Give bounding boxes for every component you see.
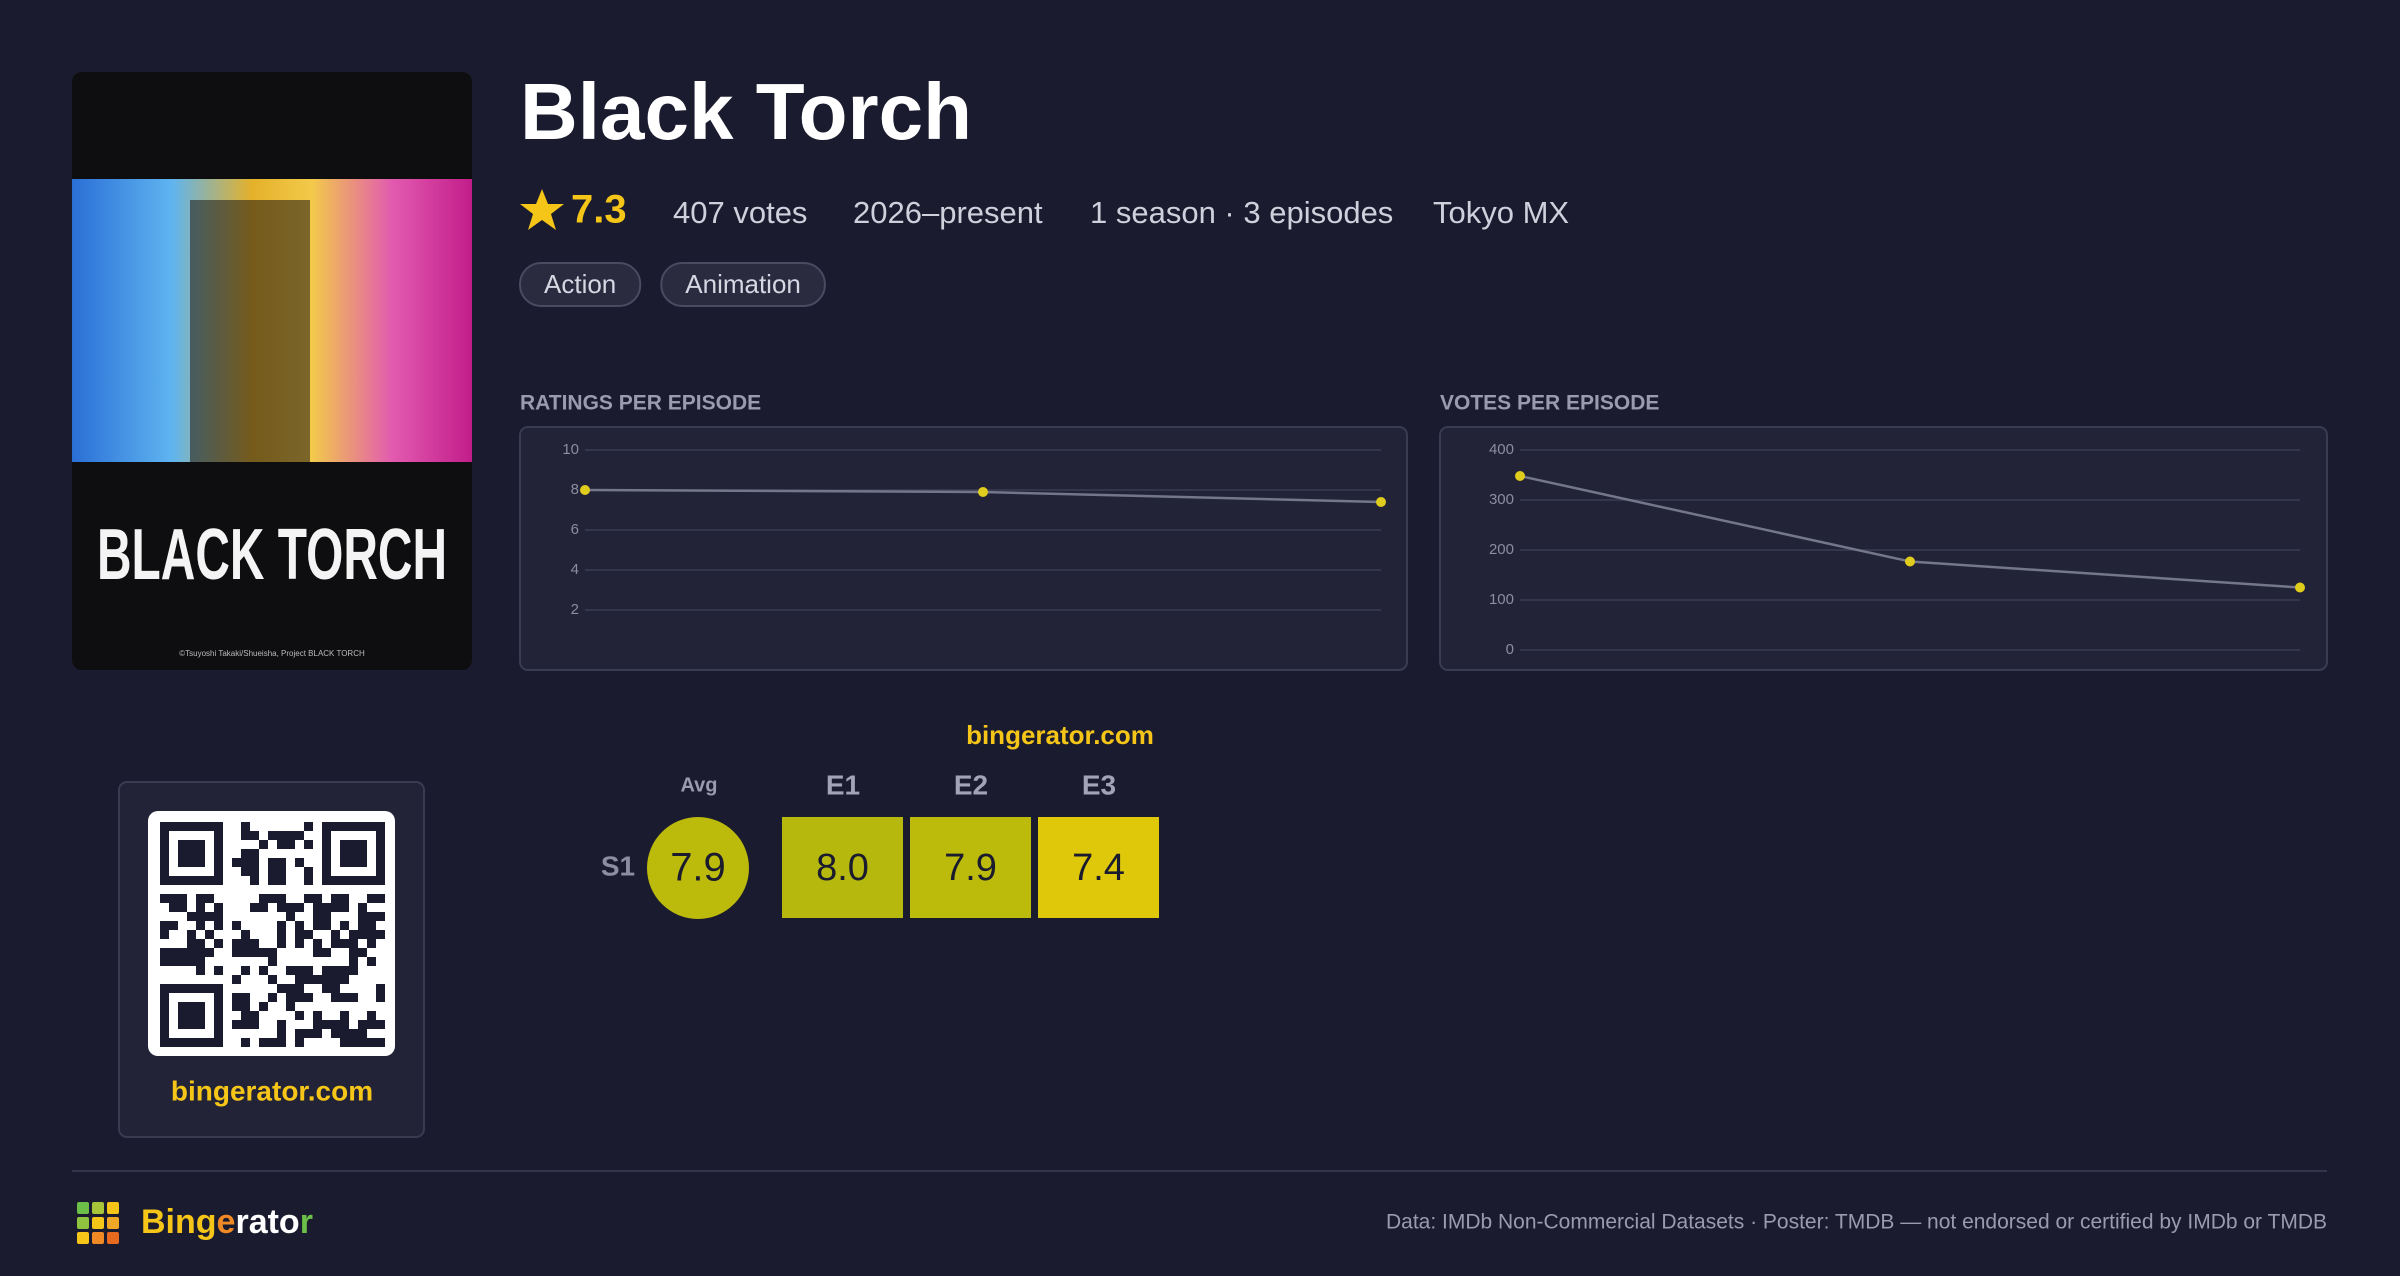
chart-box (1439, 426, 2328, 671)
y-tick-label: 100 (1489, 591, 1514, 608)
y-tick-label: 10 (562, 441, 579, 458)
rating: 7.3 (571, 188, 627, 232)
seasons: 1 season · 3 episodes (1090, 195, 1393, 230)
genres: Action Animation (519, 262, 826, 307)
years: 2026–present (853, 195, 1043, 230)
poster-title: BLACK TORCH (97, 515, 447, 595)
logo-square (92, 1232, 104, 1244)
genre-label: Action (544, 269, 616, 299)
y-tick-label: 2 (571, 601, 579, 618)
qr-code (160, 822, 385, 1047)
network: Tokyo MX (1433, 195, 1569, 230)
episode-cell (910, 817, 1031, 918)
episode-cell (1038, 817, 1159, 918)
data-point (2295, 582, 2305, 593)
logo-square (92, 1202, 104, 1214)
y-tick-label: 400 (1489, 441, 1514, 458)
logo-square (107, 1232, 119, 1244)
brand-part: Bing (141, 1203, 217, 1241)
data-point (1905, 556, 1915, 567)
genre-label: Animation (685, 269, 801, 299)
genre-chip (519, 262, 642, 307)
episode-rating: 8.0 (816, 847, 869, 889)
star-icon (520, 189, 564, 230)
genre-chip (660, 262, 826, 307)
logo-icon (77, 1202, 119, 1244)
chart-box (519, 426, 1408, 671)
brand-part: e (217, 1203, 236, 1241)
logo-square (77, 1232, 89, 1244)
logo-square (77, 1202, 89, 1214)
y-tick-label: 8 (571, 481, 579, 498)
avg-header: Avg (680, 774, 717, 796)
heatmap: bingerator.com Avg E1 E2 E3 S1 7.9 8.0 7.9 7.4 (601, 720, 1159, 919)
season-label: S1 (601, 850, 635, 881)
chart-title: VOTES PER EPISODE (1440, 392, 1659, 415)
poster: BLACK TORCH ©Tsuyoshi Takaki/Shueisha, P… (72, 72, 472, 670)
data-point (1515, 471, 1525, 481)
footer-credit: Data: IMDb Non-Commercial Datasets · Pos… (1386, 1211, 2327, 1234)
episode-rating: 7.4 (1072, 847, 1125, 889)
episode-rating: 7.9 (944, 847, 997, 889)
votes: 407 votes (673, 195, 807, 230)
y-tick-label: 200 (1489, 541, 1514, 558)
y-tick-label: 0 (1506, 641, 1514, 658)
data-point (978, 487, 988, 497)
episode-header: E3 (1082, 769, 1116, 800)
logo-square (107, 1202, 119, 1214)
charts: RATINGS PER EPISODE 2 4 6 8 10 VOTES PER EPISO… (519, 392, 2328, 671)
logo-square (77, 1217, 89, 1229)
episode-header: E1 (826, 769, 860, 800)
y-tick-label: 300 (1489, 491, 1514, 508)
brand: Bingerator (141, 1203, 313, 1241)
qr-label: bingerator.com (171, 1075, 373, 1106)
brand-part: r (300, 1203, 313, 1241)
show-title: Black Torch (520, 67, 972, 156)
y-tick-label: 4 (571, 561, 579, 578)
y-tick-label: 6 (571, 521, 579, 538)
heatmap-brand: bingerator.com (966, 720, 1154, 750)
data-point (580, 485, 590, 495)
logo-square (107, 1217, 119, 1229)
poster-figure (190, 200, 310, 462)
poster-credit: ©Tsuyoshi Takaki/Shueisha, Project BLACK… (179, 649, 365, 658)
avg-circle (647, 817, 749, 919)
brand-part: rato (235, 1203, 299, 1241)
logo-square (92, 1217, 104, 1229)
data-point (1376, 497, 1386, 507)
avg-value: 7.9 (670, 846, 726, 890)
episode-header: E2 (954, 769, 988, 800)
chart-title: RATINGS PER EPISODE (520, 392, 761, 415)
episode-cell (782, 817, 903, 918)
